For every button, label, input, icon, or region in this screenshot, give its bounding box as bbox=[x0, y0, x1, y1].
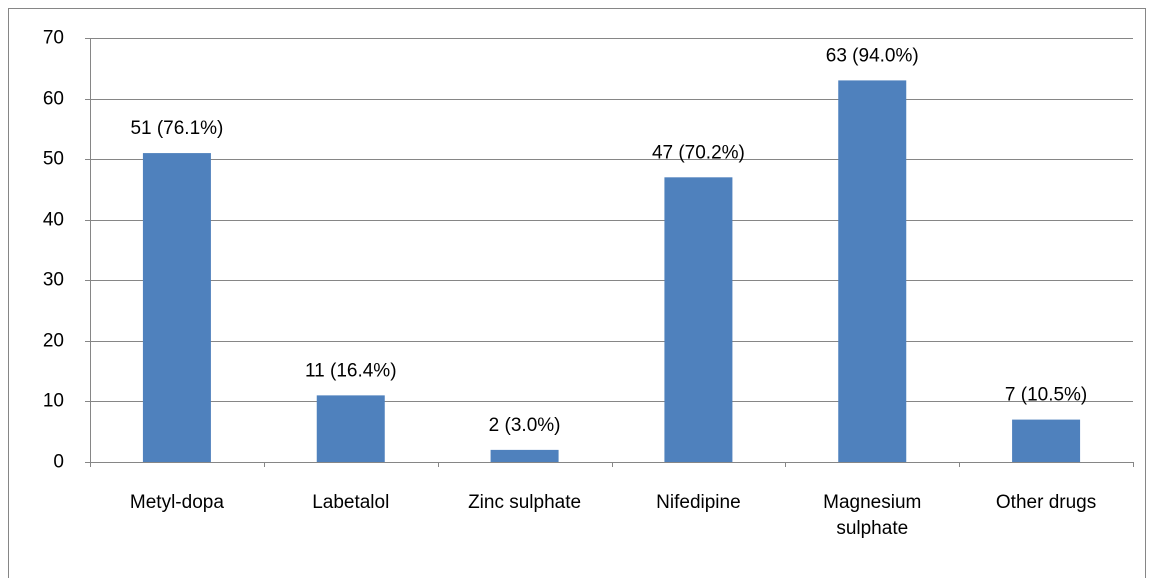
x-tick-label: Metyl-dopa bbox=[129, 492, 224, 513]
bar bbox=[142, 153, 211, 463]
bar bbox=[316, 395, 385, 462]
bar bbox=[1012, 419, 1081, 462]
data-label: 7 (10.5%) bbox=[1005, 385, 1087, 406]
x-tick-label: Zinc sulphate bbox=[468, 492, 582, 513]
x-tick-label: Magnesium sulphate bbox=[823, 492, 922, 539]
data-label: 51 (76.1%) bbox=[130, 118, 223, 139]
bar bbox=[838, 80, 907, 463]
data-label: 47 (70.2%) bbox=[652, 142, 745, 163]
y-tick-label: 10 bbox=[43, 391, 64, 412]
data-label: 63 (94.0%) bbox=[826, 45, 919, 66]
y-tick-label: 0 bbox=[53, 452, 64, 473]
x-tick-label: Nifedipine bbox=[656, 492, 741, 513]
chart-border bbox=[8, 8, 1146, 578]
y-tick-label: 50 bbox=[43, 149, 64, 170]
y-tick-label: 60 bbox=[43, 89, 64, 110]
x-tick-label: Other drugs bbox=[995, 492, 1097, 513]
y-tick-label: 40 bbox=[43, 210, 64, 231]
y-tick-label: 30 bbox=[43, 270, 64, 291]
y-tick-label: 70 bbox=[43, 28, 64, 49]
bar bbox=[490, 449, 559, 462]
x-tick-label: Labetalol bbox=[312, 492, 390, 513]
data-label: 11 (16.4%) bbox=[305, 360, 397, 381]
bar bbox=[664, 177, 733, 463]
y-tick-label: 20 bbox=[43, 331, 64, 352]
data-label: 2 (3.0%) bbox=[489, 415, 561, 436]
